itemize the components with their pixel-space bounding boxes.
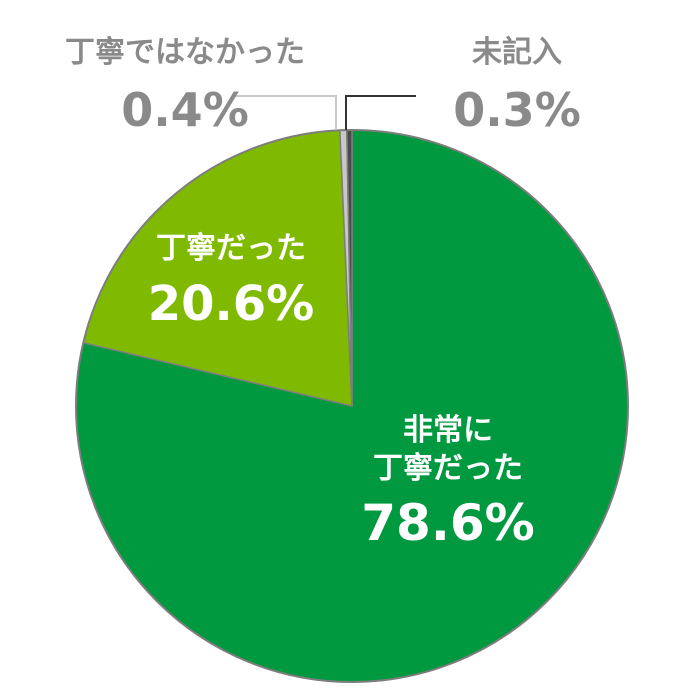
slice-label: 未記入: [472, 35, 562, 70]
pie-outline: [75, 129, 629, 683]
slice-label: 丁寧だった: [373, 451, 523, 486]
leader-line: [345, 95, 416, 130]
slice-label: 非常に: [403, 413, 493, 448]
slice-value-label: 20.6%: [148, 276, 315, 332]
slice-labels: 非常に丁寧だった78.6%丁寧だった20.6%丁寧ではなかった0.4%未記入0.…: [65, 35, 581, 552]
leader-lines: [234, 95, 416, 130]
slice-value-label: 0.3%: [453, 83, 581, 137]
pie-slices: [75, 129, 629, 683]
slice-label: 丁寧だった: [156, 231, 306, 266]
slice-label: 丁寧ではなかった: [65, 35, 305, 70]
slice-value-label: 0.4%: [121, 83, 249, 137]
slice-value-label: 78.6%: [361, 494, 534, 552]
leader-line: [234, 95, 337, 130]
